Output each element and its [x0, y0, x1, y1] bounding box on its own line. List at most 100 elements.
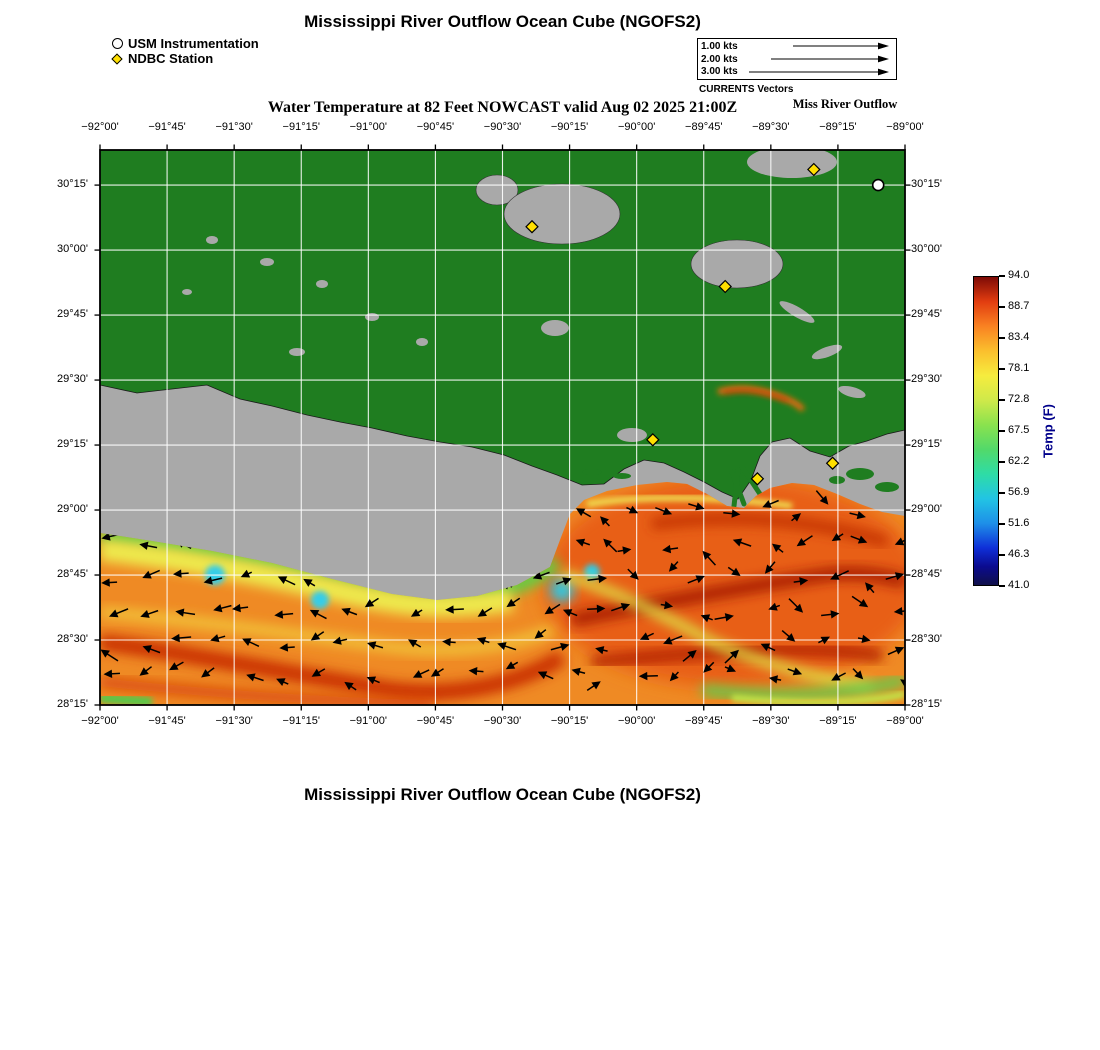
lon-tick-label-top-11: −89°15': [819, 121, 857, 133]
river-plume-core: [723, 389, 789, 403]
colorbar-tick-label: 94.0: [1008, 269, 1030, 281]
usm-circle-icon: [112, 38, 123, 49]
current-vector: [894, 535, 905, 546]
legend-label-usm: USM Instrumentation: [128, 36, 259, 51]
colorbar-tick-label: 62.2: [1008, 455, 1030, 467]
current-vector: [232, 603, 249, 613]
small-lake: [316, 280, 328, 288]
islet: [875, 482, 899, 492]
mild-swirl: [560, 569, 873, 692]
current-vector: [663, 635, 683, 645]
current-vector: [367, 641, 384, 650]
coastal-channel: [811, 344, 843, 360]
current-vector: [246, 673, 264, 682]
current-vector: [887, 646, 905, 656]
current-vector: [140, 609, 159, 618]
current-vector: [831, 532, 844, 542]
current-vector: [332, 636, 348, 645]
currents-legend-row-1: 2.00 kts: [701, 53, 893, 66]
colorbar-tick: [999, 492, 1005, 494]
current-vector: [760, 643, 776, 652]
lon-tick-label-bottom-11: −89°15': [819, 715, 857, 727]
current-vector: [100, 649, 119, 662]
colorbar-tick-label: 41.0: [1008, 579, 1030, 591]
current-vector: [724, 649, 739, 664]
delta-fingers: [729, 464, 763, 509]
current-vector: [791, 513, 802, 522]
current-vector: [762, 499, 779, 508]
barrier-islands: [582, 468, 899, 492]
currents-scale-rows: 1.00 kts 2.00 kts 3.00 kts: [701, 40, 893, 78]
current-vector: [732, 538, 752, 547]
current-vector: [865, 582, 875, 594]
current-vector: [544, 603, 561, 615]
colorbar-tick-label: 56.9: [1008, 486, 1030, 498]
legend-label-ndbc: NDBC Station: [128, 51, 214, 66]
current-vector: [242, 638, 260, 647]
lon-tick-label-bottom-10: −89°30': [752, 715, 790, 727]
current-vector: [172, 569, 189, 578]
lat-tick-label-right-4: 29°15': [911, 438, 942, 451]
current-vector: [796, 535, 813, 547]
current-vector: [497, 642, 517, 651]
lat-tick-label-left-8: 28°15': [57, 698, 88, 710]
colorbar-tick: [999, 399, 1005, 401]
axis-ticks: [94, 144, 911, 711]
lat-tick-label-right-2: 29°45': [911, 308, 942, 321]
current-vector: [617, 546, 632, 555]
river-plume: [717, 385, 806, 412]
current-vector: [555, 577, 572, 586]
colorbar-axis-label: Temp (F): [1040, 404, 1056, 458]
currents-legend-row-2: 3.00 kts: [701, 66, 893, 79]
cool-swirl: [701, 674, 905, 701]
current-vector: [852, 668, 864, 680]
current-vector: [688, 502, 705, 511]
current-vector: [603, 538, 618, 553]
current-vector: [277, 576, 296, 586]
current-vector: [142, 645, 161, 654]
lat-tick-label-left-7: 28°30': [57, 633, 88, 645]
current-vector: [571, 667, 586, 676]
current-vector: [818, 636, 830, 645]
current-vector: [787, 667, 803, 676]
colorbar-tick-label: 78.1: [1008, 362, 1030, 374]
current-vector: [682, 650, 697, 662]
map-canvas: [94, 144, 911, 711]
current-vector: [310, 631, 325, 641]
current-vector: [764, 561, 776, 574]
current-vector: [723, 509, 741, 518]
current-vector: [139, 666, 153, 676]
current-vector: [850, 535, 868, 544]
colorbar-tick: [999, 337, 1005, 339]
current-vector: [274, 610, 294, 619]
lon-tick-label-top-3: −91°15': [282, 121, 320, 133]
lat-tick-label-right-3: 29°30': [911, 373, 942, 386]
warm-streak: [100, 677, 433, 705]
current-vector: [210, 634, 226, 643]
current-vector: [587, 574, 608, 584]
current-vector: [476, 636, 490, 645]
lat-tick-label-right-6: 28°45': [911, 568, 942, 581]
cold-spot: [311, 591, 329, 609]
coastal-channel: [838, 385, 866, 399]
current-vector: [587, 604, 606, 613]
current-vector: [851, 595, 869, 608]
lon-tick-label-top-8: −90°00': [617, 121, 656, 133]
cool-swirl: [731, 690, 905, 705]
scale-arrow-icon: [793, 42, 889, 50]
current-vector: [611, 603, 631, 612]
current-vector: [532, 571, 550, 580]
small-lake: [365, 313, 379, 321]
current-vector: [562, 609, 578, 617]
ndbc-station-marker-1: [525, 219, 539, 234]
current-vector: [505, 661, 519, 670]
current-vector: [309, 609, 327, 620]
current-vector: [311, 668, 326, 677]
lon-axis-bottom: −92°00' −91°45' −91°30' −91°15' −91°00' −90°4…: [81, 715, 923, 729]
small-lake: [289, 348, 305, 356]
current-vector: [793, 577, 809, 586]
lat-axis-right: 30°15' 30°00' 29°45' 29°30' 29°15' 29°00' 28°4…: [911, 142, 975, 713]
marsh-lake: [617, 428, 647, 442]
currents-speed-label: 2.00 kts: [701, 53, 738, 65]
lon-tick-label-bottom-7: −90°15': [550, 715, 589, 727]
